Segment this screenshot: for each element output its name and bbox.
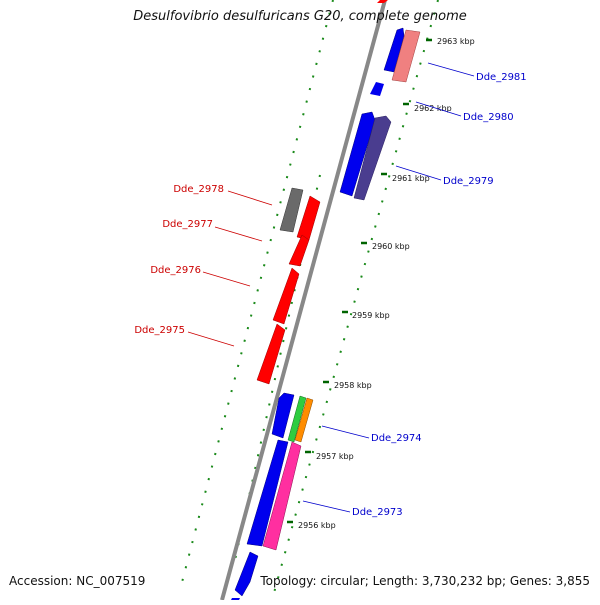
gene-label-dde-2974[interactable]: Dde_2974: [371, 433, 422, 444]
kbp-label-2957: 2957 kbp: [316, 452, 354, 461]
gene-feature-red-top[interactable]: [377, 0, 388, 3]
gene-feature-blue-mid[interactable]: [271, 392, 295, 439]
leader-dde-2975: [187, 331, 235, 347]
gene-feature-dde-2973-magenta[interactable]: [262, 441, 302, 551]
kbp-label-2956: 2956 kbp: [298, 521, 336, 530]
kbp-label-2962: 2962 kbp: [414, 104, 452, 113]
gene-label-dde-2978[interactable]: Dde_2978: [173, 184, 224, 195]
genome-title: Desulfovibrio desulfuricans G20, complet…: [133, 9, 467, 24]
outer-left-dotted-track: [179, 0, 334, 591]
gene-feature-dde-2975-red[interactable]: [256, 323, 286, 385]
topology-summary: Topology: circular; Length: 3,730,232 bp…: [260, 574, 590, 588]
leader-dde-2974: [321, 425, 370, 439]
leader-dde-2981: [427, 62, 475, 77]
gene-feature-dde-2974-orange[interactable]: [294, 397, 314, 443]
gene-feature-dde-2976-red[interactable]: [272, 267, 300, 325]
leader-dde-2978: [227, 190, 273, 206]
gene-leader-lines: [187, 62, 475, 513]
gene-label-dde-2981[interactable]: Dde_2981: [476, 72, 527, 83]
gene-label-dde-2973[interactable]: Dde_2973: [352, 507, 403, 518]
gene-feature-blue-lower[interactable]: [234, 551, 259, 597]
gene-feature-dde-2973-blue[interactable]: [246, 439, 289, 547]
leader-dde-2976: [202, 271, 251, 287]
genome-backbone: [220, 0, 387, 601]
kbp-label-2959: 2959 kbp: [352, 311, 390, 320]
gene-label-dde-2977[interactable]: Dde_2977: [162, 219, 213, 230]
leader-dde-2973: [302, 500, 351, 513]
gene-feature-dde-2980-blue[interactable]: [339, 111, 376, 197]
accession-label: Accession: NC_007519: [9, 574, 146, 588]
gene-label-dde-2975[interactable]: Dde_2975: [134, 325, 185, 336]
leader-dde-2980: [415, 101, 462, 117]
gene-feature-dde-2974-green[interactable]: [287, 395, 307, 443]
gene-feature-dde-2977-red[interactable]: [288, 234, 310, 267]
leader-dde-2977: [214, 226, 263, 242]
gene-feature-small-blue[interactable]: [370, 82, 384, 96]
gene-label-dde-2979[interactable]: Dde_2979: [443, 176, 494, 187]
gene-label-dde-2980[interactable]: Dde_2980: [463, 112, 514, 123]
kbp-ticks: [287, 38, 432, 524]
gene-feature-dde-2981-pink[interactable]: [391, 29, 421, 83]
gene-feature-dde-2981-blue[interactable]: [383, 27, 405, 73]
kbp-label-2960: 2960 kbp: [372, 242, 410, 251]
kbp-label-2963: 2963 kbp: [437, 37, 475, 46]
gene-feature-dde-2978-red[interactable]: [296, 195, 321, 241]
gene-feature-dde-2978-gray[interactable]: [279, 187, 304, 233]
gene-feature-dde-2979-slate[interactable]: [353, 115, 392, 201]
kbp-label-2958: 2958 kbp: [334, 381, 372, 390]
leader-dde-2979: [395, 165, 442, 181]
gene-label-dde-2976[interactable]: Dde_2976: [150, 265, 201, 276]
kbp-label-2961: 2961 kbp: [392, 174, 430, 183]
